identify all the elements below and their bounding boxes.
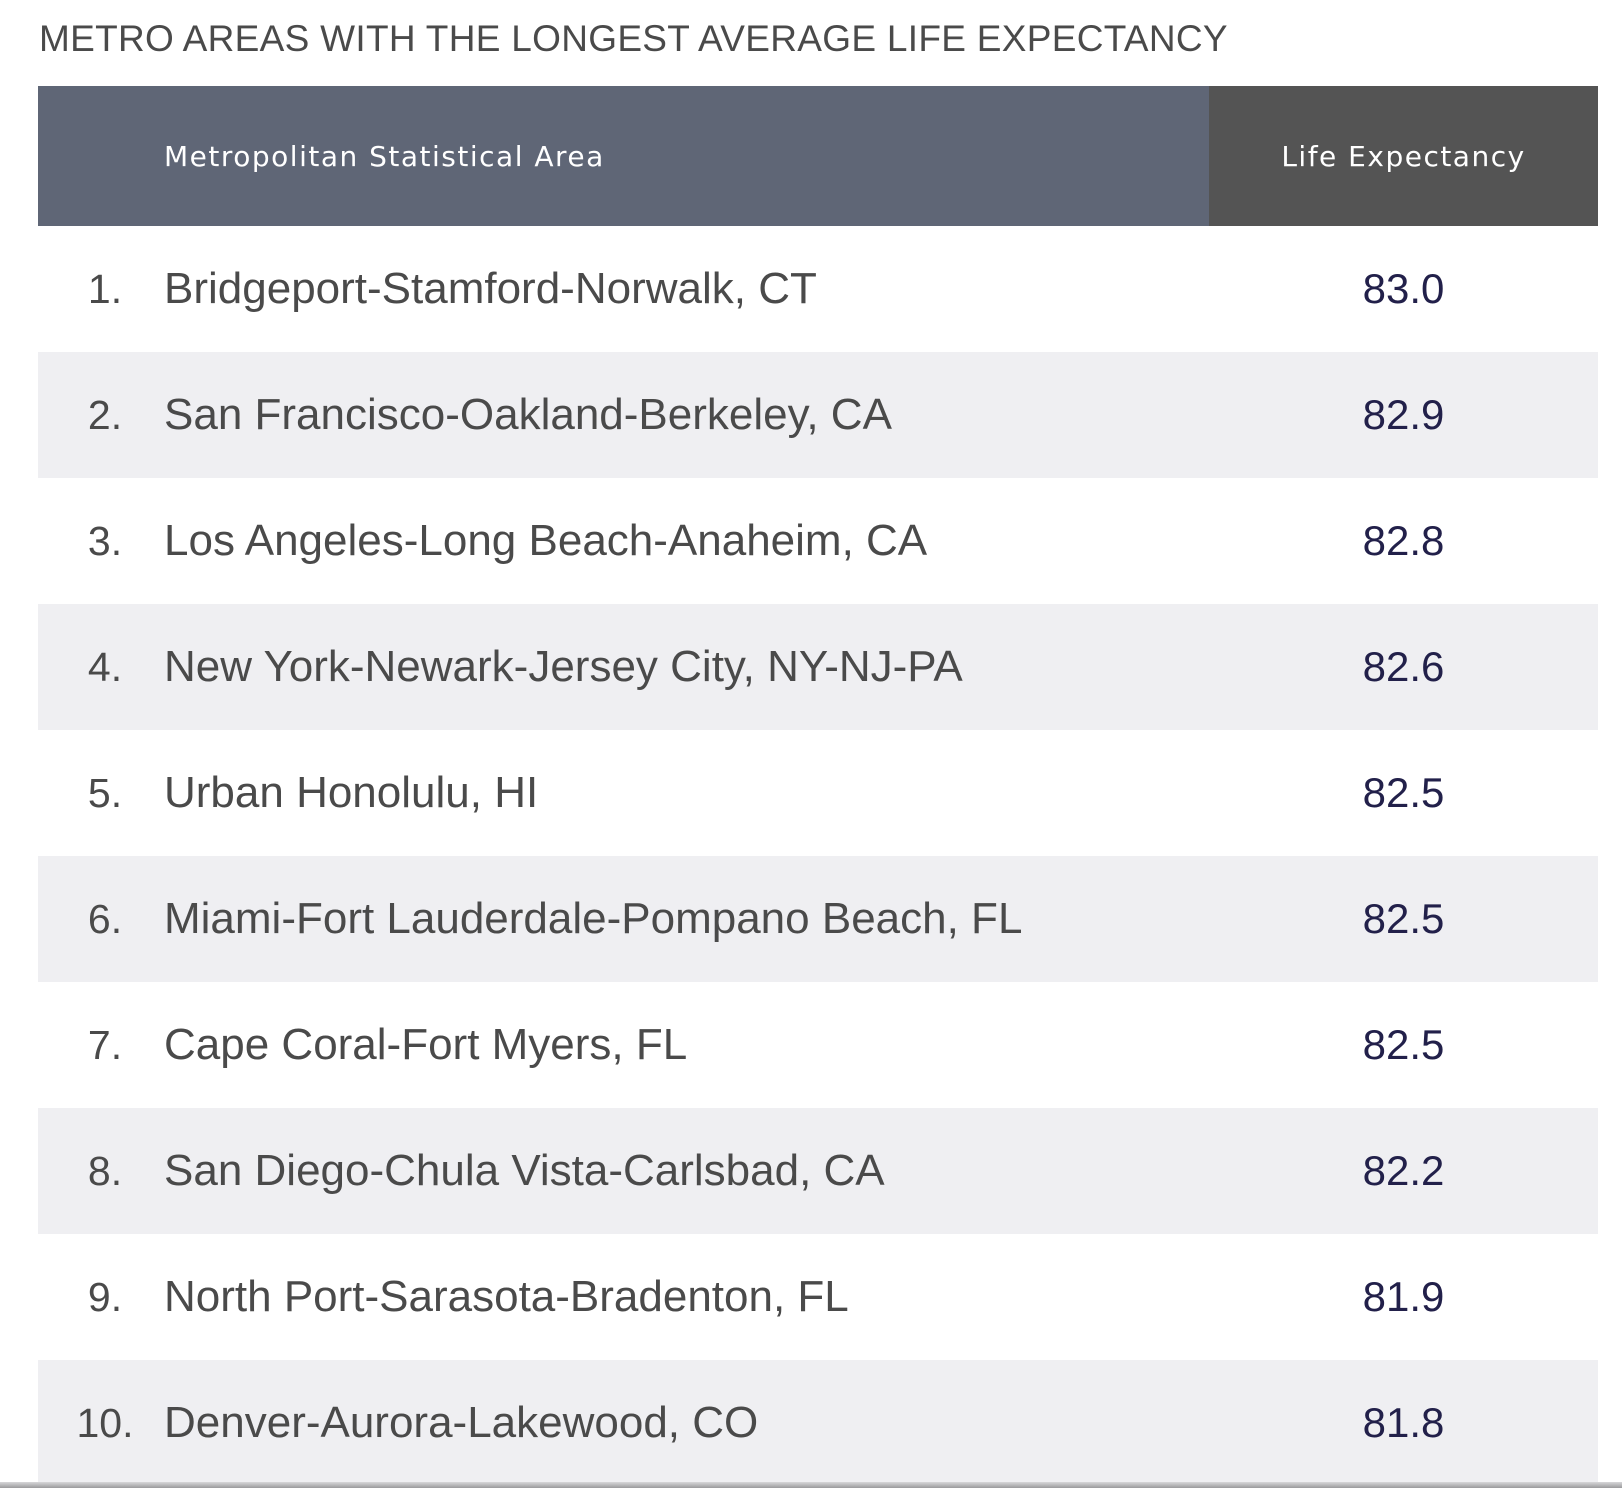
rank: 1. [87, 265, 123, 312]
metro-area: Miami-Fort Lauderdale-Pompano Beach, FL [164, 894, 1023, 943]
rank: 3. [87, 517, 123, 564]
metro-area: Urban Honolulu, HI [164, 768, 539, 817]
rank: 7. [87, 1021, 123, 1068]
metro-area: New York-Newark-Jersey City, NY-NJ-PA [164, 642, 963, 691]
life-expectancy-value: 81.9 [1362, 1273, 1445, 1320]
rank: 8. [87, 1147, 123, 1194]
life-expectancy-value: 82.5 [1362, 1021, 1445, 1068]
bottom-edge-shadow [0, 1482, 1622, 1488]
life-expectancy-value: 82.6 [1362, 643, 1445, 690]
table-row: 4. New York-Newark-Jersey City, NY-NJ-PA… [38, 604, 1598, 730]
rank: 4. [87, 643, 123, 690]
table-row: 10. Denver-Aurora-Lakewood, CO 81.8 [38, 1360, 1598, 1486]
table-row: 9. North Port-Sarasota-Bradenton, FL 81.… [38, 1234, 1598, 1360]
metro-area: San Francisco-Oakland-Berkeley, CA [164, 390, 892, 439]
rank: 6. [87, 895, 123, 942]
metro-area: Cape Coral-Fort Myers, FL [164, 1020, 688, 1069]
page-title: METRO AREAS WITH THE LONGEST AVERAGE LIF… [39, 18, 1228, 59]
table-row: 3. Los Angeles-Long Beach-Anaheim, CA 82… [38, 478, 1598, 604]
table-row: 1. Bridgeport-Stamford-Norwalk, CT 83.0 [38, 226, 1598, 352]
life-expectancy-value: 81.8 [1362, 1399, 1445, 1446]
metro-area: Bridgeport-Stamford-Norwalk, CT [164, 264, 817, 313]
header-life-expectancy: Life Expectancy [1209, 86, 1598, 226]
life-expectancy-value: 83.0 [1362, 265, 1445, 312]
table-row: 7. Cape Coral-Fort Myers, FL 82.5 [38, 982, 1598, 1108]
rank: 10. [76, 1399, 134, 1446]
metro-area: San Diego-Chula Vista-Carlsbad, CA [164, 1146, 885, 1195]
life-expectancy-value: 82.9 [1362, 391, 1445, 438]
header-metropolitan-area: Metropolitan Statistical Area [38, 86, 1209, 226]
table-row: 5. Urban Honolulu, HI 82.5 [38, 730, 1598, 856]
table-header: Metropolitan Statistical Area Life Expec… [38, 86, 1598, 226]
life-expectancy-table: Metropolitan Statistical Area Life Expec… [38, 86, 1598, 1486]
rank: 2. [87, 391, 123, 438]
life-expectancy-value: 82.5 [1362, 895, 1445, 942]
life-expectancy-value: 82.8 [1362, 517, 1445, 564]
metro-area: North Port-Sarasota-Bradenton, FL [164, 1272, 849, 1321]
life-expectancy-value: 82.2 [1362, 1147, 1445, 1194]
metro-area: Denver-Aurora-Lakewood, CO [164, 1398, 759, 1447]
table-row: 6. Miami-Fort Lauderdale-Pompano Beach, … [38, 856, 1598, 982]
table-row: 2. San Francisco-Oakland-Berkeley, CA 82… [38, 352, 1598, 478]
rank: 9. [87, 1273, 123, 1320]
table-row: 8. San Diego-Chula Vista-Carlsbad, CA 82… [38, 1108, 1598, 1234]
metro-area: Los Angeles-Long Beach-Anaheim, CA [164, 516, 928, 565]
life-expectancy-value: 82.5 [1362, 769, 1445, 816]
rank: 5. [87, 769, 123, 816]
